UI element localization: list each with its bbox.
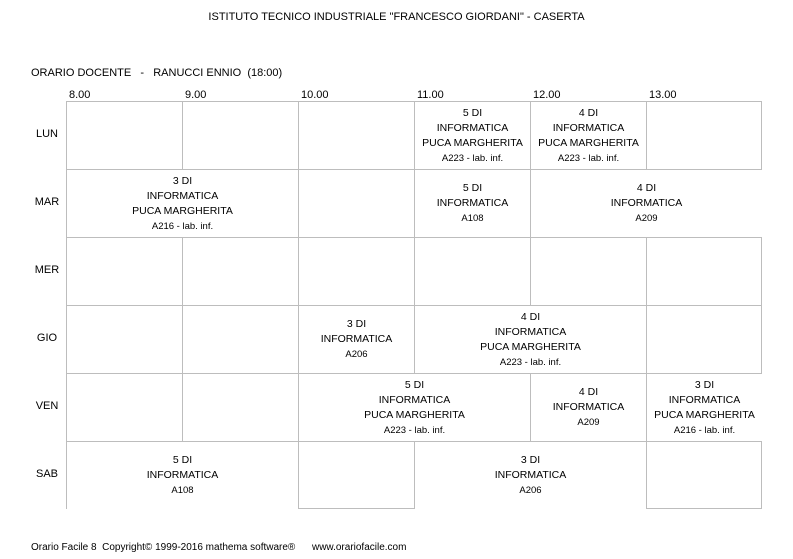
day-label: VEN	[35, 400, 59, 412]
grid-row-line	[66, 441, 762, 442]
lesson-subject: INFORMATICA	[436, 121, 509, 134]
time-label: 10.00	[301, 89, 329, 101]
lesson-room: A209	[577, 417, 600, 428]
day-label: MER	[34, 264, 60, 276]
lesson-subject: INFORMATICA	[146, 189, 219, 202]
lesson-room: A223 - lab. inf.	[383, 424, 446, 436]
time-label: 12.00	[533, 89, 561, 101]
lesson-room: A108	[171, 485, 194, 496]
lesson-class: 3 DI	[172, 174, 193, 187]
lesson-subject: INFORMATICA	[146, 469, 219, 481]
lesson-block: 3 DI INFORMATICA PUCA MARGHERITA A216 - lab…	[67, 170, 298, 237]
day-label: LUN	[35, 128, 58, 140]
lesson-teacher: PUCA MARGHERITA	[422, 136, 523, 149]
lesson-teacher: PUCA MARGHERITA	[654, 408, 755, 421]
day-label: GIO	[36, 332, 58, 344]
lesson-teacher: PUCA MARGHERITA	[364, 408, 465, 421]
lesson-class: 5 DI	[462, 106, 483, 119]
lesson-class: 4 DI	[636, 182, 657, 194]
lesson-room: A108	[461, 213, 484, 224]
lesson-subject: INFORMATICA	[494, 325, 567, 338]
footer-copyright: Orario Facile 8 Copyright© 1999-2016 mat…	[31, 542, 407, 553]
lesson-room: A223 - lab. inf.	[441, 152, 504, 164]
school-title: ISTITUTO TECNICO INDUSTRIALE "FRANCESCO …	[208, 11, 585, 23]
lesson-teacher: PUCA MARGHERITA	[132, 204, 233, 217]
lesson-room: A216 - lab. inf.	[673, 424, 736, 436]
lesson-class: 4 DI	[578, 106, 599, 119]
lesson-room: A206	[345, 349, 368, 360]
lesson-class: 4 DI	[578, 386, 599, 398]
teacher-schedule-header: ORARIO DOCENTE - RANUCCI ENNIO (18:00)	[31, 67, 283, 79]
lesson-block: 5 DI INFORMATICA PUCA MARGHERITA A223 - lab…	[415, 102, 530, 169]
lesson-class: 5 DI	[462, 182, 483, 194]
lesson-class: 5 DI	[172, 454, 193, 466]
lesson-class: 3 DI	[346, 318, 367, 330]
lesson-block: 4 DI INFORMATICA PUCA MARGHERITA A223 - lab…	[531, 102, 646, 169]
lesson-subject: INFORMATICA	[436, 197, 509, 209]
grid-row-line	[66, 237, 762, 238]
grid-row-line	[66, 373, 762, 374]
lesson-subject: INFORMATICA	[320, 333, 393, 345]
lesson-class: 3 DI	[520, 454, 541, 466]
day-label: MAR	[34, 196, 60, 208]
lesson-subject: INFORMATICA	[552, 121, 625, 134]
lesson-class: 4 DI	[520, 310, 541, 323]
lesson-subject: INFORMATICA	[610, 197, 683, 209]
lesson-room: A216 - lab. inf.	[151, 220, 214, 232]
lesson-teacher: PUCA MARGHERITA	[480, 340, 581, 353]
lesson-block: 4 DI INFORMATICA PUCA MARGHERITA A223 - lab…	[415, 306, 646, 373]
lesson-block: 3 DI INFORMATICA PUCA MARGHERITA A216 - lab…	[647, 374, 762, 441]
lesson-room: A206	[519, 485, 542, 496]
lesson-block: 4 DI INFORMATICA A209	[531, 170, 762, 237]
grid-row-line	[66, 305, 762, 306]
lesson-subject: INFORMATICA	[552, 401, 625, 413]
time-label: 11.00	[417, 89, 444, 101]
lesson-block: 4 DI INFORMATICA A209	[531, 374, 646, 441]
lesson-room: A209	[635, 213, 658, 224]
time-label: 9.00	[185, 89, 207, 101]
lesson-block: 5 DI INFORMATICA A108	[415, 170, 530, 237]
lesson-class: 5 DI	[404, 378, 425, 391]
lesson-subject: INFORMATICA	[668, 393, 741, 406]
lesson-block: 3 DI INFORMATICA A206	[415, 442, 646, 509]
lesson-block: 5 DI INFORMATICA A108	[67, 442, 298, 509]
lesson-block: 5 DI INFORMATICA PUCA MARGHERITA A223 - lab…	[299, 374, 530, 441]
time-label: 8.00	[69, 89, 91, 101]
lesson-block: 3 DI INFORMATICA A206	[299, 306, 414, 373]
time-label: 13.00	[649, 89, 677, 101]
day-label: SAB	[35, 468, 58, 480]
lesson-class: 3 DI	[694, 378, 715, 391]
lesson-room: A223 - lab. inf.	[499, 356, 562, 368]
lesson-room: A223 - lab. inf.	[557, 152, 620, 164]
grid-row-line	[66, 169, 762, 170]
lesson-subject: INFORMATICA	[378, 393, 451, 406]
lesson-subject: INFORMATICA	[494, 469, 567, 481]
lesson-teacher: PUCA MARGHERITA	[538, 136, 639, 149]
